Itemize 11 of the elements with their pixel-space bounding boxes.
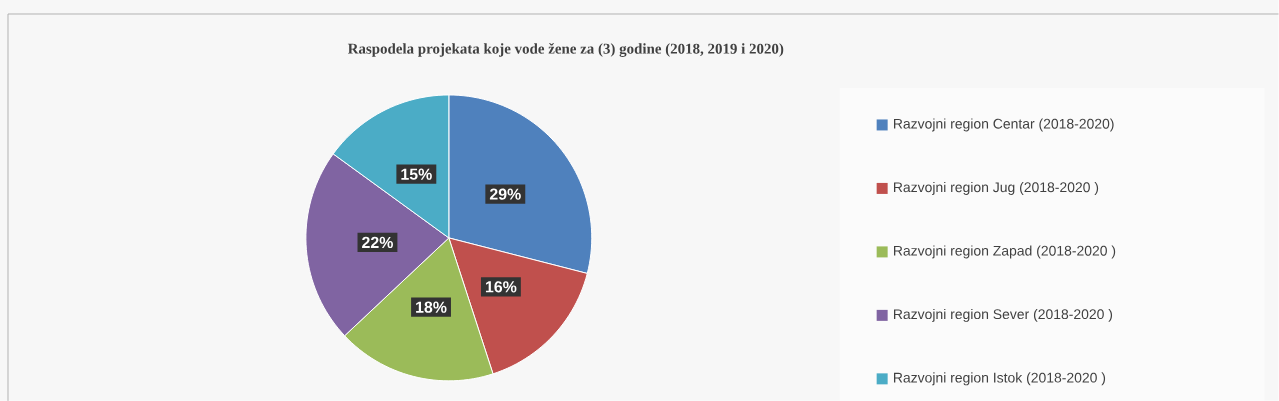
data-label: 29% [489,188,521,200]
legend-label: Razvojni region Jug (2018-2020 ) [894,181,1099,195]
legend-label: Razvojni region Centar (2018-2020) [894,118,1114,132]
legend-label: Razvojni region Sever (2018-2020 ) [894,308,1113,322]
data-label: 15% [401,168,432,180]
data-label: 22% [362,236,393,248]
data-label: 18% [416,301,447,313]
data-label: 16% [485,280,517,293]
legend-label: Razvojni region Zapad (2018-2020 ) [894,245,1116,259]
legend-label: Razvojni region Istok (2018-2020 ) [894,372,1106,386]
chart-title: Raspodela projekata koje vode žene za (3) godine (2018, 2019 i 2020) [347,42,784,57]
